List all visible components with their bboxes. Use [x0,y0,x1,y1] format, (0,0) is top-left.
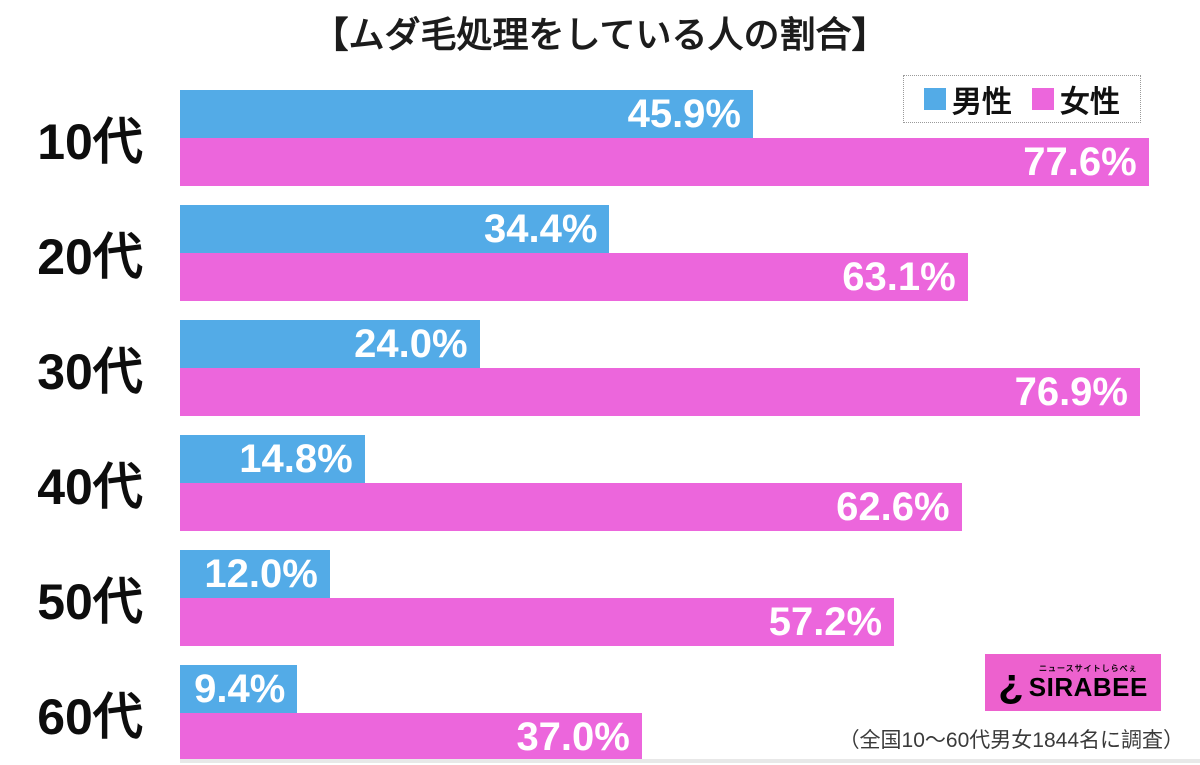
sirabee-logo-tagline: ニュースサイトしらべぇ [1039,664,1138,674]
bar-group: 24.0% 76.9% [180,320,1160,416]
survey-footnote: （全国10〜60代男女1844名に調査） [838,729,1184,752]
chart-row: 40代 14.8% 62.6% [0,435,1160,531]
bar-female: 57.2% [180,598,895,646]
bar-value-label: 24.0% [354,322,468,366]
bar-male: 14.8% [180,435,365,483]
sirabee-logo-mark-icon: ¿ [998,658,1024,706]
bar-value-label: 63.1% [842,255,956,299]
bar-group: 12.0% 57.2% [180,550,1160,646]
legend-label-male: 男性 [952,86,1012,119]
bar-male: 24.0% [180,320,480,368]
bar-male: 12.0% [180,550,330,598]
bar-male: 9.4% [180,665,298,713]
chart-row: 10代 45.9% 77.6% [0,90,1160,186]
bar-group: 14.8% 62.6% [180,435,1160,531]
bar-female: 77.6% [180,138,1149,186]
bar-value-label: 57.2% [768,600,883,644]
legend-swatch-male-icon [924,88,946,110]
bar-value-label: 62.6% [836,485,950,529]
bar-value-label: 76.9% [1014,370,1128,414]
bar-male: 45.9% [180,90,753,138]
bar-value-label: 37.0% [516,715,630,759]
bar-value-label: 12.0% [204,552,318,596]
bar-group: 9.4% 37.0% [180,665,1160,761]
category-label: 60代 [37,689,143,745]
category-label: 10代 [37,114,143,170]
category-label: 40代 [37,459,143,515]
category-label: 20代 [37,229,143,285]
bar-value-label: 45.9% [627,92,741,136]
chart-row: 50代 12.0% 57.2% [0,550,1160,646]
category-label: 30代 [37,344,143,400]
sirabee-logo-brand: SIRABEE [1028,671,1148,702]
sirabee-logo-text: ニュースサイトしらべぇ SIRABEE [1029,664,1148,701]
legend: 男性 女性 [903,75,1141,123]
legend-swatch-female-icon [1032,88,1054,110]
bar-value-label: 77.6% [1023,140,1137,184]
sirabee-logo: ¿ ニュースサイトしらべぇ SIRABEE [985,654,1161,711]
chart-title: 【ムダ毛処理をしている人の割合】 [312,14,888,55]
bar-value-label: 34.4% [484,207,598,251]
chart-row: 20代 34.4% 63.1% [0,205,1160,301]
bar-female: 37.0% [180,713,642,761]
bar-female: 62.6% [180,483,962,531]
bar-value-label: 14.8% [239,437,353,481]
chart-row: 30代 24.0% 76.9% [0,320,1160,416]
bar-female: 76.9% [180,368,1140,416]
chart-baseline [180,759,1200,763]
bar-female: 63.1% [180,253,968,301]
category-label: 50代 [37,574,143,630]
bar-group: 34.4% 63.1% [180,205,1160,301]
bar-value-label: 9.4% [194,667,286,711]
bar-group: 45.9% 77.6% [180,90,1160,186]
legend-label-female: 女性 [1060,86,1120,119]
chart-row: 60代 9.4% 37.0% [0,665,1160,761]
bar-male: 34.4% [180,205,610,253]
chart-rows: 10代 45.9% 77.6% 20代 34.4% 63.1% 30代 24.0% 76.9% 4… [0,90,1160,765]
